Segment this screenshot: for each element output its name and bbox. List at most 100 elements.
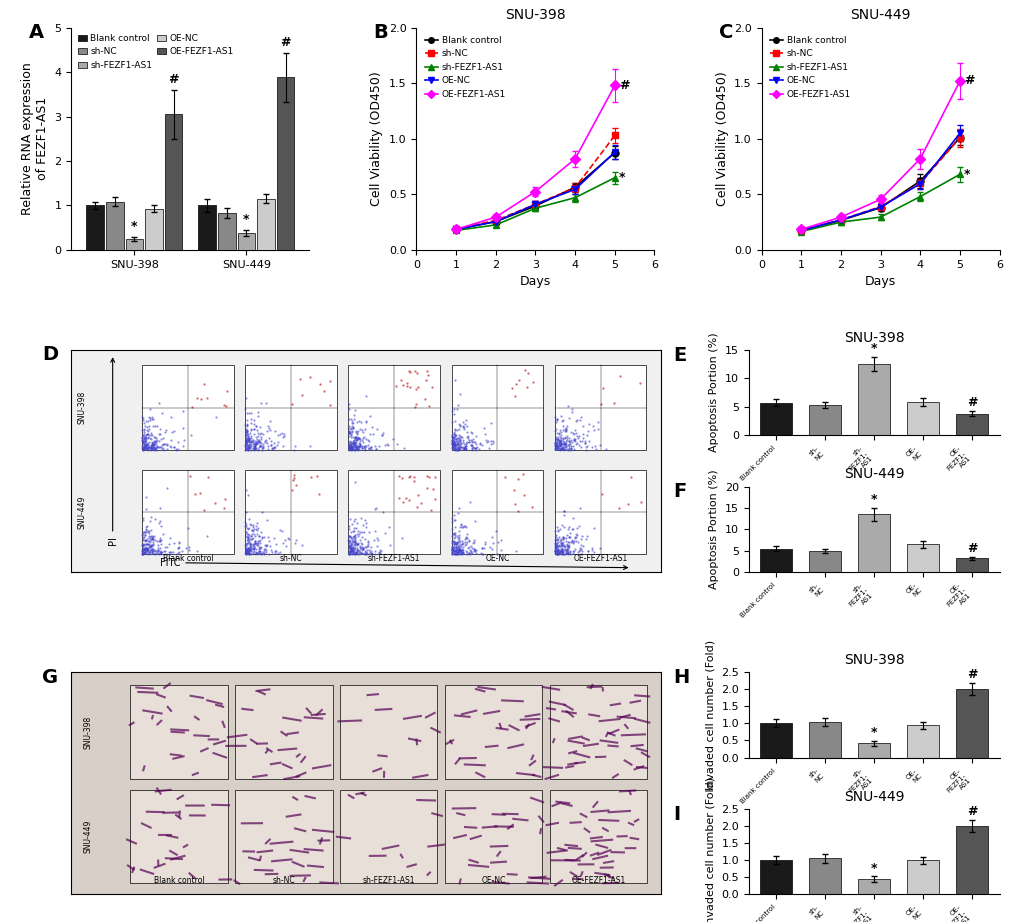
Point: [449, 443, 466, 457]
Point: [449, 539, 466, 554]
Point: [553, 538, 570, 553]
Point: [564, 522, 580, 537]
Point: [482, 436, 498, 451]
Point: [547, 529, 564, 544]
Point: [468, 546, 484, 561]
Point: [255, 437, 271, 452]
Text: E: E: [673, 346, 686, 364]
Point: [476, 540, 492, 555]
Bar: [906, 402, 938, 435]
Bar: [906, 860, 938, 894]
Point: [449, 442, 466, 456]
Point: [248, 545, 264, 560]
Point: [560, 519, 577, 534]
Point: [348, 438, 365, 453]
Point: [140, 534, 156, 549]
Point: [157, 422, 173, 437]
Point: [445, 430, 462, 444]
Point: [552, 442, 569, 456]
Point: [351, 431, 367, 446]
Point: [352, 541, 368, 556]
Point: [251, 541, 267, 556]
Point: [135, 538, 151, 552]
Point: [140, 540, 156, 555]
Point: [284, 482, 301, 497]
Point: [239, 543, 256, 558]
Point: [556, 431, 573, 445]
Point: [553, 537, 570, 551]
Point: [444, 440, 461, 455]
Point: [142, 410, 158, 425]
Point: [567, 423, 583, 438]
Point: [449, 545, 466, 560]
Point: [137, 541, 153, 556]
Point: [457, 538, 473, 553]
Point: [143, 442, 159, 456]
Y-axis label: Cell Viability (OD450): Cell Viability (OD450): [370, 71, 383, 207]
Bar: [759, 724, 791, 758]
Point: [190, 391, 206, 406]
Point: [548, 440, 565, 455]
Point: [447, 431, 464, 446]
Point: [136, 442, 152, 456]
Point: [346, 534, 363, 549]
Point: [152, 545, 168, 560]
Text: *: *: [870, 861, 876, 874]
Point: [482, 433, 498, 448]
Point: [549, 438, 566, 453]
Point: [345, 543, 362, 558]
Point: [446, 527, 463, 542]
Point: [454, 415, 471, 430]
Point: [447, 431, 464, 446]
Point: [343, 441, 360, 455]
Point: [137, 440, 153, 455]
Point: [148, 431, 164, 445]
Point: [143, 509, 159, 524]
Point: [357, 440, 373, 455]
Point: [243, 421, 259, 436]
Point: [146, 437, 162, 452]
Y-axis label: Relative RNA expression
of FEZF1-AS1: Relative RNA expression of FEZF1-AS1: [21, 63, 49, 215]
Point: [464, 443, 480, 457]
Point: [350, 431, 366, 445]
Point: [180, 521, 197, 536]
Point: [138, 439, 154, 454]
Point: [348, 432, 365, 447]
Point: [252, 420, 268, 434]
Point: [458, 436, 474, 451]
Point: [369, 532, 385, 547]
Point: [395, 441, 412, 455]
Point: [455, 440, 472, 455]
Point: [556, 543, 573, 558]
Point: [552, 443, 569, 457]
Point: [237, 504, 254, 519]
Point: [554, 530, 571, 545]
Point: [145, 441, 161, 455]
Point: [245, 524, 261, 538]
Point: [551, 432, 568, 447]
Point: [553, 542, 570, 557]
Point: [547, 537, 564, 551]
Point: [237, 437, 254, 452]
Point: [552, 437, 569, 452]
Point: [547, 436, 564, 451]
Point: [140, 423, 156, 438]
Point: [239, 443, 256, 457]
Point: [344, 416, 361, 431]
Point: [458, 519, 474, 534]
Point: [270, 428, 286, 443]
Point: [344, 434, 361, 449]
Point: [341, 438, 358, 453]
Point: [564, 536, 580, 550]
Point: [346, 539, 363, 554]
Point: [238, 546, 255, 561]
Point: [574, 544, 590, 559]
Point: [546, 437, 562, 452]
Point: [567, 433, 583, 448]
Point: [354, 537, 370, 551]
Point: [139, 543, 155, 558]
Point: [248, 435, 264, 450]
Point: [247, 441, 263, 455]
Point: [238, 544, 255, 559]
Point: [240, 432, 257, 447]
